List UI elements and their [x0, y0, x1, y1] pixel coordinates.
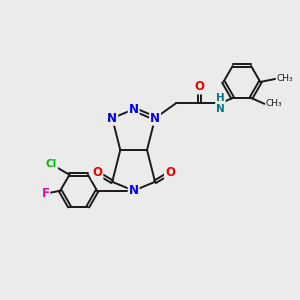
Text: O: O [92, 167, 102, 179]
Text: F: F [41, 187, 50, 200]
Text: O: O [165, 167, 175, 179]
Text: O: O [195, 80, 205, 94]
Text: H
N: H N [216, 92, 225, 114]
Text: Cl: Cl [46, 159, 57, 170]
Text: N: N [129, 103, 139, 116]
Text: CH₃: CH₃ [277, 74, 293, 83]
Text: CH₃: CH₃ [266, 99, 283, 108]
Text: N: N [129, 184, 139, 197]
Text: N: N [107, 112, 117, 125]
Text: N: N [150, 112, 160, 125]
